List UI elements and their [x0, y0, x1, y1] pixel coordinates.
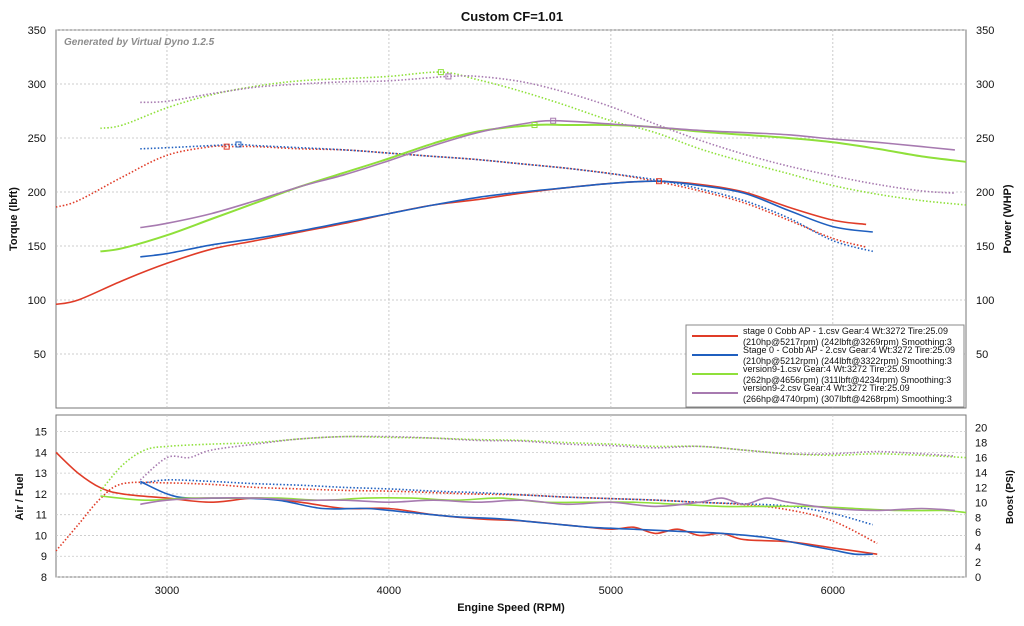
- legend-entry-version9-2-line1: version9-2.csv Gear:4 Wt:3272 Tire:25.09: [743, 383, 910, 393]
- x-tick-label: 6000: [821, 585, 845, 597]
- y2-tick-label-power: 50: [976, 349, 988, 361]
- peak-marker-version9-1: [437, 69, 444, 76]
- torque-line-stage0-2: [140, 143, 874, 253]
- bottom-grid: [56, 415, 966, 578]
- y-tick-label-afr: 11: [36, 510, 47, 522]
- y2-axis-label-power: Power (WHP): [1002, 184, 1014, 253]
- y2-axis-label-boost: Boost (PSI): [1005, 470, 1016, 524]
- y2-tick-label-boost: 8: [975, 512, 981, 524]
- y-tick-label-torque: 200: [28, 187, 46, 199]
- y-tick-label-afr: 10: [35, 530, 47, 542]
- top-grid: [56, 29, 966, 408]
- boost-line-version9-2: [139, 435, 955, 481]
- y-axis-label-torque: Torque (lbft): [8, 187, 20, 251]
- power-line-version9-1: [100, 123, 967, 253]
- y2-tick-label-power: 300: [976, 79, 994, 91]
- y-tick-label-torque: 50: [34, 349, 46, 361]
- y-tick-label-afr: 12: [35, 489, 47, 501]
- peak-markers: [223, 69, 663, 185]
- bottom-series-lines: [55, 435, 967, 556]
- torque-line-version9-2: [140, 75, 955, 194]
- boost-line-version9-1: [99, 435, 967, 492]
- y2-tick-label-boost: 10: [975, 497, 987, 509]
- legend-entry-stage0-1-line2: (210hp@5217rpm) (242lbft@3269rpm) Smooth…: [743, 337, 952, 347]
- y2-tick-label-boost: 2: [975, 557, 981, 569]
- y-tick-label-torque: 150: [28, 241, 46, 253]
- y2-tick-label-boost: 16: [975, 453, 987, 465]
- y-tick-label-torque: 100: [28, 295, 46, 307]
- y-tick-label-torque: 350: [28, 25, 46, 37]
- y2-tick-label-power: 200: [976, 187, 994, 199]
- y-tick-label-afr: 8: [41, 572, 47, 584]
- y2-tick-label-boost: 18: [975, 438, 987, 450]
- x-tick-label: 4000: [377, 585, 401, 597]
- y2-tick-label-boost: 4: [975, 542, 981, 554]
- watermark-text: Generated by Virtual Dyno 1.2.5: [64, 37, 215, 48]
- y2-tick-label-power: 150: [976, 241, 994, 253]
- y2-tick-label-boost: 14: [975, 467, 987, 479]
- power-line-stage0-1: [55, 180, 867, 306]
- afr-boost-plot-area: [55, 414, 967, 578]
- y-tick-label-afr: 14: [35, 447, 47, 459]
- y2-tick-label-power: 250: [976, 133, 994, 145]
- afr-line-version9-2: [140, 497, 955, 512]
- chart-title: Custom CF=1.01: [461, 9, 563, 24]
- y2-tick-label-boost: 0: [975, 572, 981, 584]
- peak-marker-stage0-1: [223, 143, 230, 150]
- legend-entry-stage0-2-line2: (210hp@5212rpm) (244lbft@3322rpm) Smooth…: [743, 356, 952, 366]
- x-tick-label: 5000: [599, 585, 623, 597]
- peak-marker-stage0-1: [656, 178, 663, 185]
- y-tick-label-afr: 13: [35, 468, 47, 480]
- y2-tick-label-power: 100: [976, 295, 994, 307]
- bottom-tick-labels: 8 9 10 11 12 13 14 15 0 2 4 6 8 10 12 14 16 18 20 3000 4000 5…: [35, 423, 988, 597]
- top-tick-labels: 50 100 150 200 250 300 350 50 100 150 200 250 300 350: [28, 25, 995, 361]
- x-tick-label: 3000: [155, 585, 179, 597]
- peak-marker-stage0-2: [235, 141, 242, 148]
- y2-tick-label-boost: 20: [975, 423, 987, 435]
- y-tick-label-afr: 9: [41, 551, 47, 563]
- legend: stage 0 Cobb AP - 1.csv Gear:4 Wt:3272 T…: [685, 324, 965, 408]
- legend-entry-stage0-1-line1: stage 0 Cobb AP - 1.csv Gear:4 Wt:3272 T…: [743, 326, 948, 336]
- y-axis-label-afr: Air / Fuel: [14, 473, 26, 520]
- y2-tick-label-boost: 12: [975, 482, 987, 494]
- legend-entry-version9-1-line2: (262hp@4656rpm) (311lbft@4234rpm) Smooth…: [743, 375, 951, 385]
- legend-entry-stage0-2-line1: Stage 0 - Cobb AP - 2.csv Gear:4 Wt:3272…: [743, 345, 955, 355]
- y2-tick-label-boost: 6: [975, 527, 981, 539]
- y-tick-label-torque: 250: [28, 133, 46, 145]
- boost-line-stage0-2: [140, 479, 874, 526]
- y-tick-label-torque: 300: [28, 79, 46, 91]
- y2-tick-label-power: 350: [976, 25, 994, 37]
- peak-marker-version9-2: [550, 117, 557, 124]
- peak-marker-version9-2: [445, 73, 452, 80]
- torque-line-stage0-1: [55, 145, 867, 248]
- peak-marker-version9-1: [531, 122, 538, 129]
- top-series-lines: [55, 71, 967, 306]
- x-axis-label: Engine Speed (RPM): [457, 602, 565, 614]
- power-line-version9-2: [140, 119, 955, 229]
- power-line-stage0-2: [140, 180, 873, 258]
- y-tick-label-afr: 15: [35, 427, 47, 439]
- legend-entry-version9-1-line1: version9-1.csv Gear:4 Wt:3272 Tire:25.09: [743, 364, 910, 374]
- legend-entry-version9-2-line2: (266hp@4740rpm) (307lbft@4268rpm) Smooth…: [743, 394, 952, 404]
